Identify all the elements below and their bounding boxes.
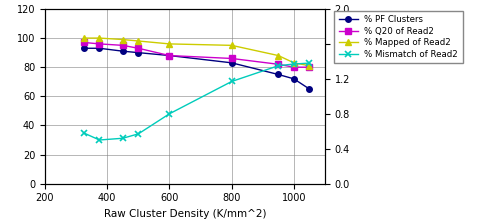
% Mapped of Read2 [228,44,234,47]
Line: % Q20 of Read2: % Q20 of Read2 [81,40,312,70]
X-axis label: Raw Cluster Density (K/mm^2): Raw Cluster Density (K/mm^2) [104,209,266,219]
% Mismatch of Read2 [120,137,126,140]
% Mapped of Read2 [96,37,102,39]
% Mapped of Read2 [120,38,126,41]
% PF Clusters [96,47,102,50]
% Mismatch of Read2 [276,64,281,67]
% PF Clusters [306,88,312,90]
% Mismatch of Read2 [291,63,297,65]
% Q20 of Read2 [291,66,297,69]
% Mismatch of Read2 [136,133,141,135]
% Mapped of Read2 [306,64,312,67]
% Q20 of Read2 [96,43,102,45]
% Mapped of Read2 [276,54,281,57]
% Q20 of Read2 [276,63,281,66]
% Q20 of Read2 [136,47,141,50]
% Mismatch of Read2 [96,139,102,141]
% Q20 of Read2 [81,41,87,44]
% Mismatch of Read2 [166,112,172,115]
% Mapped of Read2 [291,61,297,64]
% Mapped of Read2 [136,40,141,42]
% PF Clusters [228,61,234,64]
% Q20 of Read2 [306,66,312,69]
% PF Clusters [276,73,281,76]
% Mapped of Read2 [166,43,172,45]
% PF Clusters [120,50,126,53]
% Q20 of Read2 [228,57,234,60]
% Q20 of Read2 [166,54,172,57]
% Mismatch of Read2 [228,80,234,83]
% Mismatch of Read2 [81,132,87,134]
Line: % Mismatch of Read2: % Mismatch of Read2 [80,60,313,144]
Line: % Mapped of Read2: % Mapped of Read2 [80,34,313,69]
% PF Clusters [136,51,141,54]
% Mapped of Read2 [81,37,87,39]
% Mismatch of Read2 [306,62,312,65]
% PF Clusters [166,54,172,57]
Line: % PF Clusters: % PF Clusters [81,45,312,92]
Legend: % PF Clusters, % Q20 of Read2, % Mapped of Read2, % Mismatch of Read2: % PF Clusters, % Q20 of Read2, % Mapped … [334,11,462,63]
% PF Clusters [81,47,87,50]
% Q20 of Read2 [120,44,126,47]
% PF Clusters [291,78,297,80]
